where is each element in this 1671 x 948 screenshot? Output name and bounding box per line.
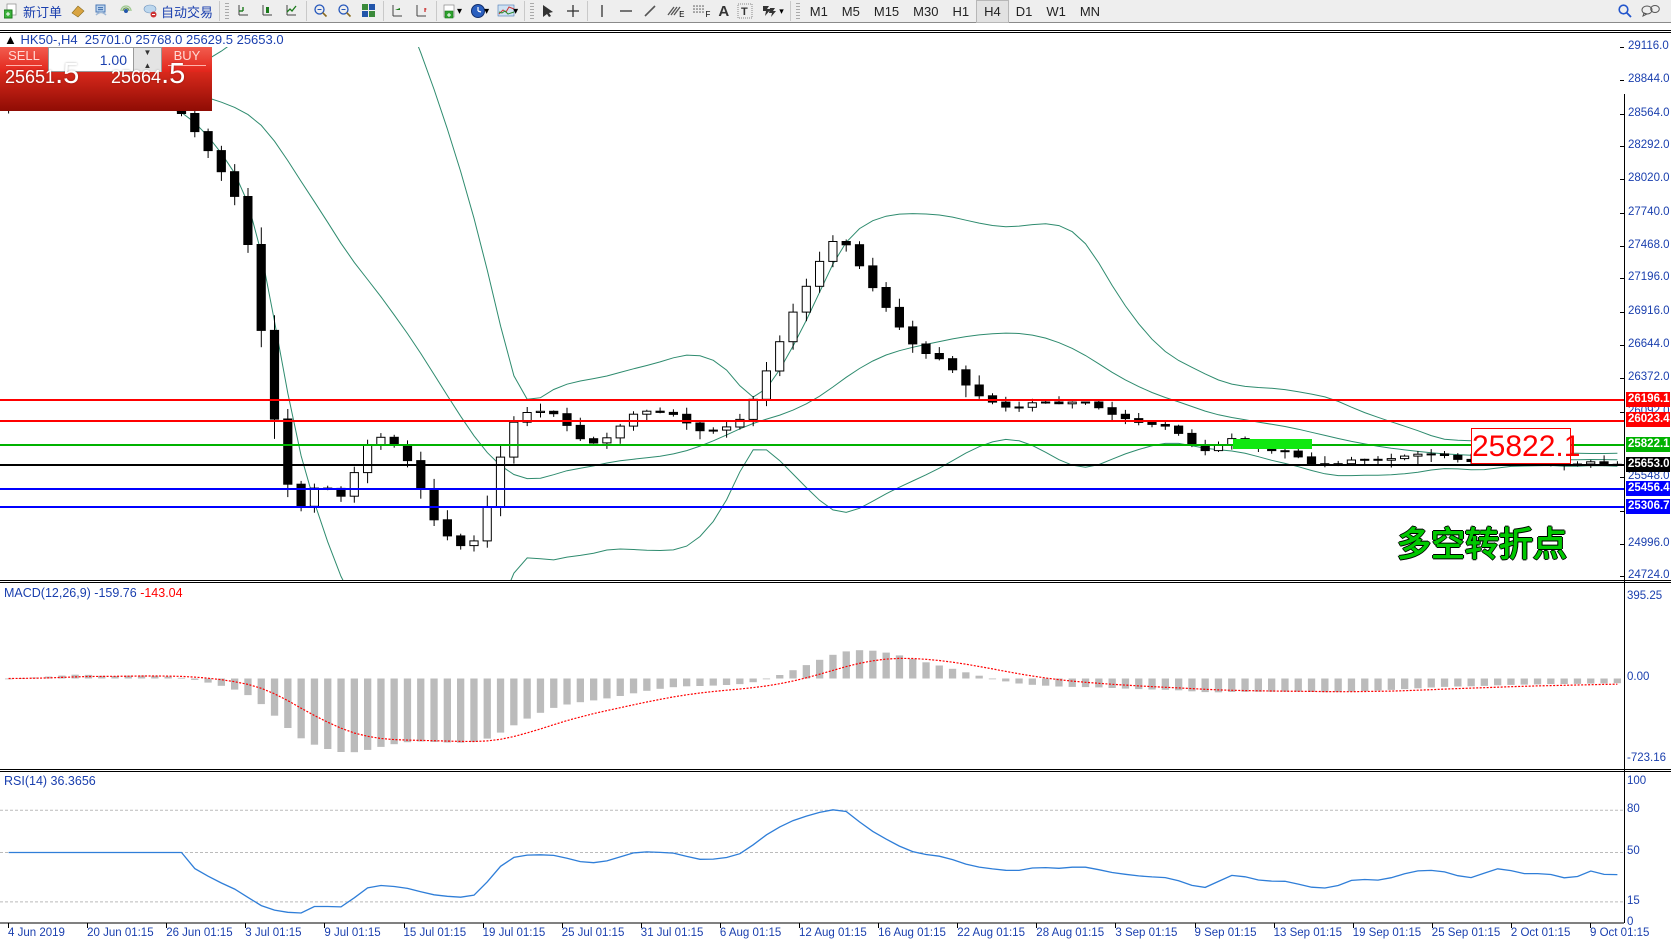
svg-text:T: T [741,6,748,18]
